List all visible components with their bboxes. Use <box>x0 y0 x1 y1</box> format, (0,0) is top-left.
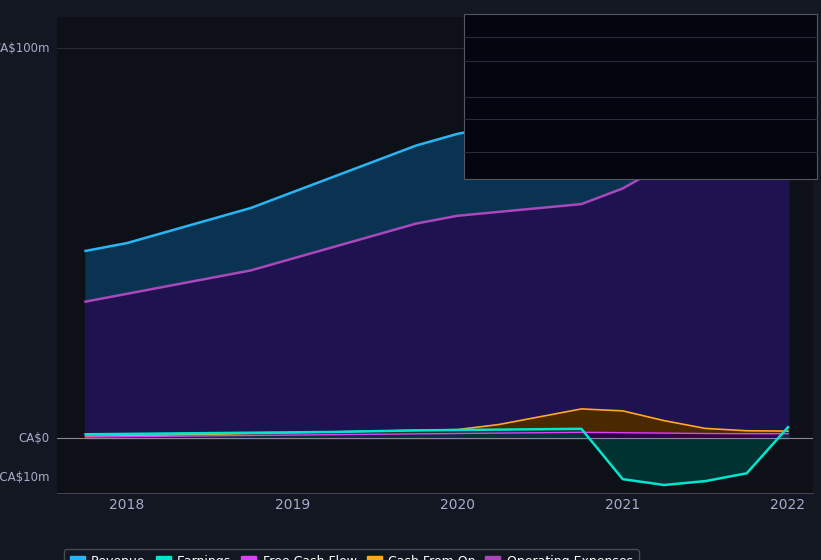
Legend: Revenue, Earnings, Free Cash Flow, Cash From Op, Operating Expenses: Revenue, Earnings, Free Cash Flow, Cash … <box>64 549 639 560</box>
Text: 2.9%: 2.9% <box>628 79 661 92</box>
Text: CA$79.580m: CA$79.580m <box>628 166 712 179</box>
Text: CA$100m: CA$100m <box>0 41 50 54</box>
Text: CA$2.821m: CA$2.821m <box>628 67 704 80</box>
Text: CA$1.815m: CA$1.815m <box>628 133 704 146</box>
Text: -CA$10m: -CA$10m <box>0 471 50 484</box>
Text: profit margin: profit margin <box>657 79 738 92</box>
Text: /yr: /yr <box>706 166 722 179</box>
Text: /yr: /yr <box>706 45 722 58</box>
Text: Earnings: Earnings <box>474 67 525 80</box>
Text: /yr: /yr <box>706 67 722 80</box>
Text: /yr: /yr <box>706 100 722 113</box>
Text: Free Cash Flow: Free Cash Flow <box>474 100 562 113</box>
Text: CA$1.141m: CA$1.141m <box>628 100 704 113</box>
Text: CA$97.940m: CA$97.940m <box>628 45 712 58</box>
Text: Jan 31 2022: Jan 31 2022 <box>474 23 562 36</box>
Text: /yr: /yr <box>706 133 722 146</box>
Text: CA$0: CA$0 <box>19 432 50 445</box>
Text: Operating Expenses: Operating Expenses <box>474 166 593 179</box>
Text: Revenue: Revenue <box>474 45 525 58</box>
Text: Cash From Op: Cash From Op <box>474 133 556 146</box>
